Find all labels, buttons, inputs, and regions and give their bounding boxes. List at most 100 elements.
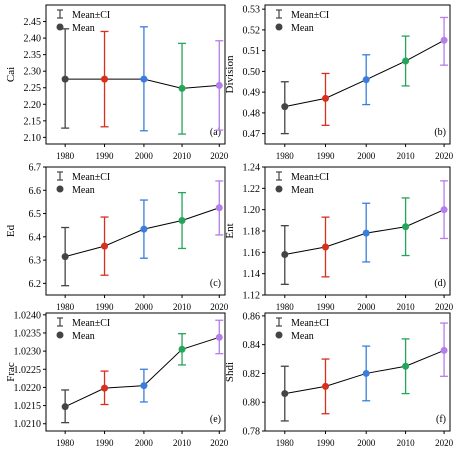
x-tick-label: 2020: [210, 438, 229, 448]
y-tick-label: 1.20: [243, 205, 261, 216]
panel-tag: (d): [434, 278, 446, 289]
mean-point-2020: [440, 36, 448, 44]
y-tick-label: 0.84: [243, 340, 261, 351]
legend-mean-label: Mean: [291, 185, 314, 196]
mean-point-2010: [402, 223, 410, 231]
y-tick-label: 0.49: [243, 88, 261, 99]
y-tick-label: 2.40: [24, 34, 42, 45]
mean-point-2010: [178, 217, 186, 225]
mean-point-1980: [281, 250, 289, 258]
x-tick-label: 2000: [135, 302, 154, 312]
panel-tag: (a): [210, 127, 221, 138]
chart-panel-6: 0.78 0.80 0.82 0.84 0.86 1980 1990 2000 2010 2020…: [224, 311, 454, 448]
x-tick-label: 2000: [357, 151, 376, 161]
mean-point-2010: [178, 84, 186, 92]
y-axis-label: Ent: [224, 223, 236, 238]
y-tick-label: 2.15: [24, 116, 42, 127]
panel-tag: (b): [434, 127, 446, 138]
y-tick-label: 1.0225: [14, 365, 42, 376]
mean-point-1990: [101, 75, 109, 83]
legend-mean-marker: [56, 331, 64, 339]
x-tick-label: 1980: [56, 438, 75, 448]
legend-mean-marker: [275, 23, 283, 31]
x-tick-label: 2020: [210, 302, 229, 312]
mean-point-2020: [440, 206, 448, 214]
x-tick-label: 2020: [210, 151, 229, 161]
mean-point-2020: [215, 333, 223, 341]
legend-mean-marker: [56, 185, 64, 193]
y-tick-label: 0.80: [243, 398, 261, 409]
chart-panel-4: 1.12 1.14 1.16 1.18 1.20 1.22 1.24 1980 1990 2000…: [224, 163, 454, 313]
y-tick-label: 6.3: [29, 256, 42, 267]
x-tick-label: 1980: [276, 438, 295, 448]
mean-line: [284, 39, 445, 108]
mean-point-2000: [362, 76, 370, 84]
y-tick-label: 0.48: [243, 108, 261, 119]
mean-point-2000: [362, 229, 370, 237]
mean-line: [64, 336, 220, 408]
y-tick-label: 1.12: [243, 291, 261, 302]
x-tick-label: 1990: [96, 302, 115, 312]
y-tick-label: 0.50: [243, 67, 261, 78]
y-tick-label: 1.22: [243, 184, 261, 195]
y-axis-label: Ed: [5, 224, 17, 237]
legend-ci-label: Mean±CI: [291, 10, 329, 21]
plot-frame: [45, 312, 226, 432]
x-tick-label: 2020: [435, 302, 454, 312]
x-tick-label: 1990: [96, 438, 115, 448]
panel-tag: (f): [436, 414, 446, 425]
y-tick-label: 1.0240: [14, 310, 42, 321]
legend-mean-marker: [275, 331, 283, 339]
mean-point-1980: [61, 253, 69, 261]
y-tick-label: 0.51: [243, 46, 261, 57]
y-tick-label: 2.45: [24, 17, 42, 28]
mean-point-2010: [178, 345, 186, 353]
x-tick-label: 1990: [316, 438, 335, 448]
mean-point-2020: [215, 81, 223, 89]
legend-mean-label: Mean: [291, 331, 314, 342]
x-tick-label: 2010: [397, 438, 416, 448]
mean-point-2000: [362, 369, 370, 377]
legend-mean-marker: [275, 185, 283, 193]
mean-point-2000: [140, 225, 148, 233]
plot-frame: [45, 4, 226, 145]
mean-point-2010: [402, 362, 410, 370]
mean-point-1980: [281, 390, 289, 398]
y-tick-label: 2.25: [24, 83, 42, 94]
y-axis-label: Frac: [5, 362, 17, 382]
x-tick-label: 2020: [435, 151, 454, 161]
legend-ci-label: Mean±CI: [72, 172, 110, 183]
x-tick-label: 2000: [357, 438, 376, 448]
x-tick-label: 2000: [135, 438, 154, 448]
x-tick-label: 1990: [316, 302, 335, 312]
x-tick-label: 2010: [397, 151, 416, 161]
y-tick-label: 2.30: [24, 67, 42, 78]
y-tick-label: 0.52: [243, 25, 261, 36]
y-tick-label: 6.7: [29, 163, 42, 174]
mean-point-2020: [440, 346, 448, 354]
x-tick-label: 2010: [173, 438, 192, 448]
y-tick-label: 0.78: [243, 427, 261, 438]
x-tick-label: 1990: [316, 151, 335, 161]
y-tick-label: 6.2: [29, 279, 42, 290]
chart-panel-3: 6.2 6.3 6.4 6.5 6.6 6.7 1980 1990 2000 2010 2020 Ed…: [5, 163, 229, 313]
panel-tag: (c): [210, 278, 221, 289]
legend-mean-label: Mean: [291, 23, 314, 34]
x-tick-label: 1980: [276, 302, 295, 312]
y-tick-label: 6.4: [29, 232, 42, 243]
legend-ci-label: Mean±CI: [72, 10, 110, 21]
mean-point-2000: [140, 382, 148, 390]
y-tick-label: 1.18: [243, 227, 261, 238]
mean-point-1980: [281, 103, 289, 111]
x-tick-label: 2010: [397, 302, 416, 312]
mean-point-1980: [61, 403, 69, 411]
panel-tag: (e): [210, 414, 221, 425]
chart-panel-2: 0.47 0.48 0.49 0.50 0.51 0.52 0.53 1980 1990 2000…: [224, 4, 454, 161]
legend-mean-label: Mean: [72, 331, 95, 342]
x-tick-label: 1980: [56, 302, 75, 312]
legend-mean-label: Mean: [72, 23, 95, 34]
y-tick-label: 1.24: [243, 163, 261, 174]
x-tick-label: 1980: [276, 151, 295, 161]
y-tick-label: 2.20: [24, 100, 42, 111]
y-tick-label: 1.0220: [14, 383, 42, 394]
